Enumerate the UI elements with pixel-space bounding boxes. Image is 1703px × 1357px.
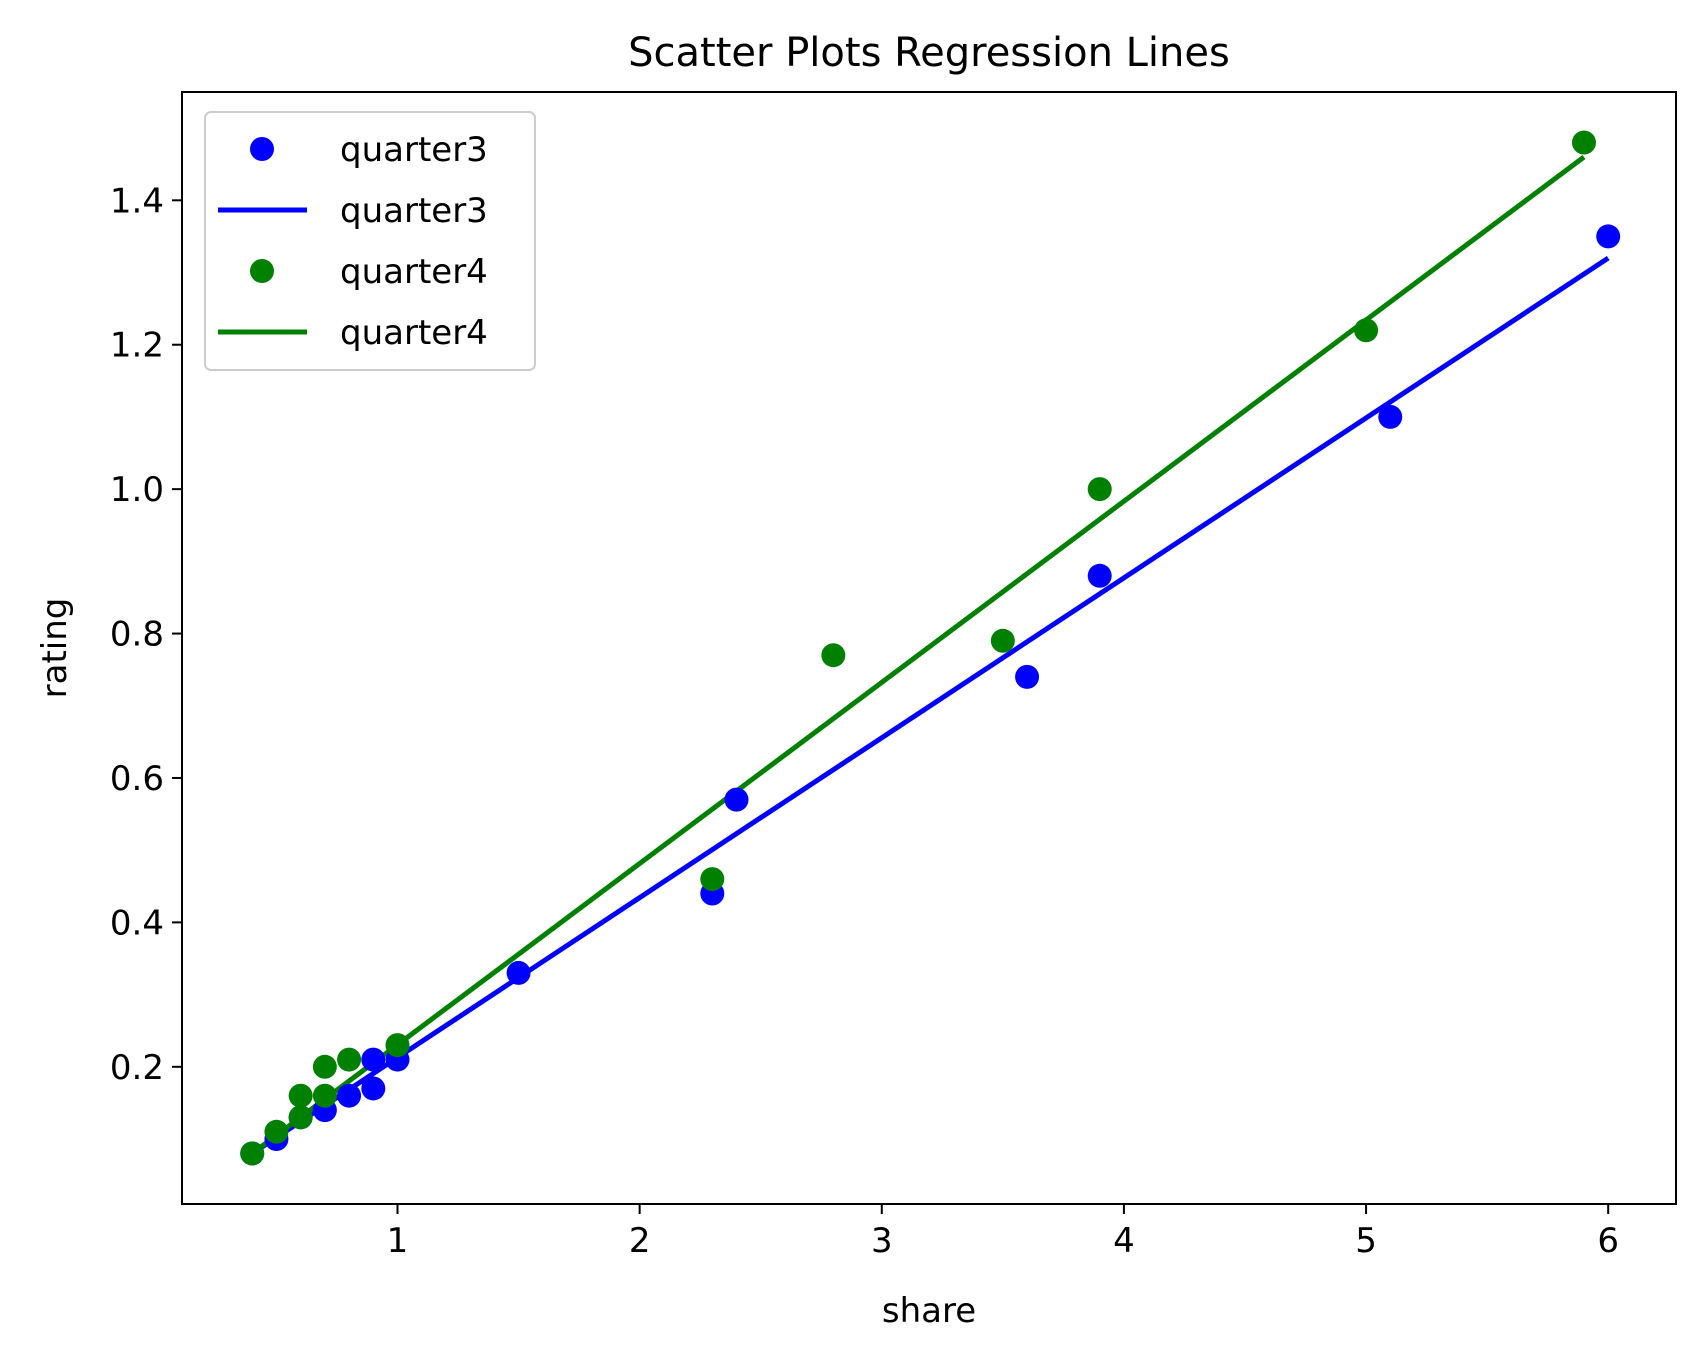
data-point-quarter4 [312,1083,337,1108]
legend-label: quarter4 [340,252,488,292]
legend-label: quarter4 [340,313,488,353]
axes-border [181,91,1677,1205]
y-tick-label: 0.4 [110,903,164,943]
data-point-quarter3 [506,960,531,985]
legend-marker-quarter3 [250,137,274,161]
data-point-quarter4 [1571,130,1596,155]
axes-frame [181,91,1677,1205]
y-axis-title: rating [35,598,75,699]
x-tick-label: 1 [387,1221,409,1261]
y-tick-label: 0.6 [110,759,164,799]
x-tick-label: 2 [629,1221,651,1261]
axis-ticks: 1 2 3 4 5 6 0.2 0.4 0.6 0.8 1.0 1.2 1.4 [110,181,1619,1261]
data-point-quarter4 [1087,477,1112,502]
data-point-quarter4 [385,1033,410,1058]
chart-title: Scatter Plots Regression Lines [628,30,1230,76]
data-point-quarter3 [361,1047,386,1072]
data-point-quarter3 [337,1083,362,1108]
x-tick-label: 3 [871,1221,893,1261]
data-point-quarter4 [337,1047,362,1072]
data-point-quarter3 [361,1076,386,1101]
data-point-quarter3 [1087,563,1112,588]
x-tick-label: 5 [1355,1221,1377,1261]
data-point-quarter4 [312,1054,337,1079]
data-point-quarter4 [990,628,1015,653]
legend-marker-quarter4 [250,259,274,283]
legend-label: quarter3 [340,191,488,231]
y-tick-label: 1.2 [110,326,164,366]
data-point-quarter4 [264,1119,289,1144]
data-point-quarter3 [1378,404,1403,429]
legend: quarter3 quarter3 quarter4 quarter4 [204,111,536,371]
y-tick-label: 1.0 [110,470,164,510]
legend-label: quarter3 [340,130,488,170]
x-tick-label: 6 [1597,1221,1619,1261]
legend-box [204,111,536,371]
y-tick-label: 0.2 [110,1048,164,1088]
data-point-quarter3 [1015,664,1040,689]
data-point-quarter4 [288,1105,313,1130]
data-point-quarter4 [700,867,725,892]
data-point-quarter4 [288,1083,313,1108]
x-axis-title: share [882,1291,976,1331]
y-tick-label: 0.8 [110,615,164,655]
chart-marks [240,130,1621,1166]
data-point-quarter3 [1596,224,1621,249]
data-point-quarter4 [821,643,846,668]
data-point-quarter3 [724,787,749,812]
y-tick-label: 1.4 [110,181,164,221]
data-point-quarter4 [240,1141,265,1166]
data-point-quarter4 [1354,318,1379,343]
x-tick-label: 4 [1113,1221,1135,1261]
series-line-quarter3 [250,255,1610,1156]
